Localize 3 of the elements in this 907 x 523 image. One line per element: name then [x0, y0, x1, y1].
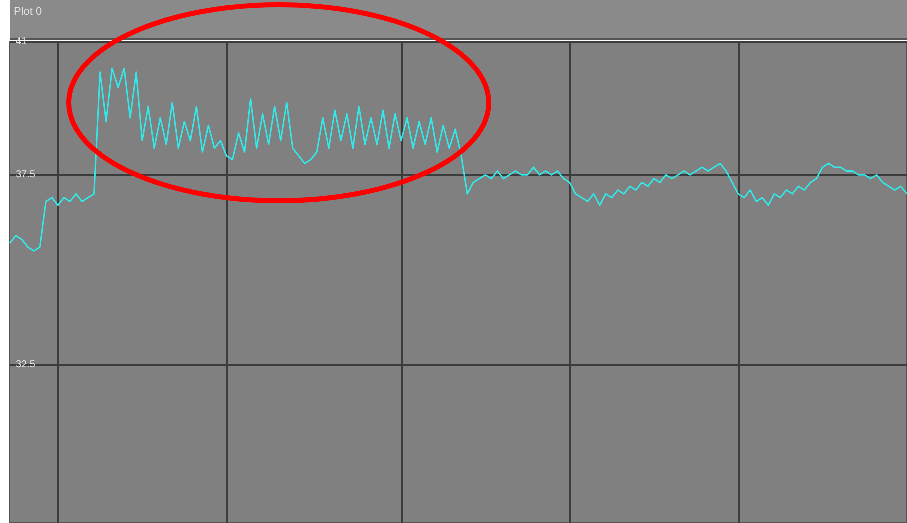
chart-title: Plot 0: [14, 6, 42, 18]
y-tick-label: 41: [16, 36, 28, 48]
line-series: [9, 68, 907, 252]
